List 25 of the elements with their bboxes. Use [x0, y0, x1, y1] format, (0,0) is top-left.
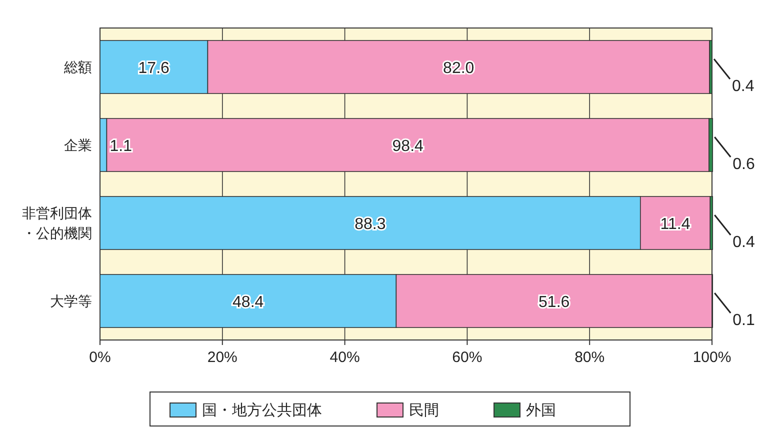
- data-label: 48.4: [232, 294, 264, 311]
- data-label: 0.4: [732, 234, 755, 251]
- y-tick-label: 非営利団体・公的機関: [22, 205, 92, 241]
- x-tick-label: 20%: [207, 349, 238, 366]
- x-tick-label: 40%: [330, 349, 360, 366]
- y-tick-label: 企業: [64, 137, 92, 153]
- x-tick-label: 0%: [89, 349, 111, 366]
- legend-label: 外国: [526, 402, 556, 419]
- y-tick-label: 総額: [63, 59, 92, 75]
- x-tick-label: 100%: [692, 349, 732, 366]
- data-label: 1.1: [110, 138, 132, 155]
- data-label: 0.1: [732, 312, 755, 329]
- legend-label: 国・地方公共団体: [202, 402, 322, 419]
- x-tick-label: 60%: [452, 349, 482, 366]
- data-label: 11.4: [660, 216, 690, 233]
- x-tick-label: 80%: [574, 349, 605, 366]
- legend-label: 民間: [409, 402, 439, 419]
- data-label: 17.6: [138, 60, 170, 77]
- data-label: 51.6: [538, 294, 570, 311]
- y-tick-label: 大学等: [50, 293, 92, 309]
- data-label: 0.4: [732, 78, 754, 95]
- data-label: 0.6: [732, 156, 755, 173]
- data-label: 82.0: [443, 60, 474, 77]
- data-label: 88.3: [354, 216, 386, 233]
- data-label: 98.4: [392, 138, 424, 155]
